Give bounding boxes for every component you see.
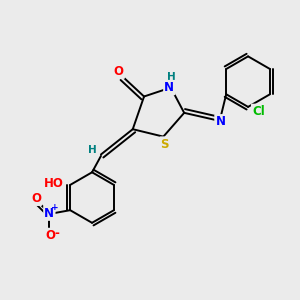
Text: N: N xyxy=(215,115,225,128)
Text: H: H xyxy=(167,72,176,82)
Text: +: + xyxy=(51,203,59,212)
Text: O: O xyxy=(114,65,124,78)
Text: H: H xyxy=(88,145,96,155)
Text: N: N xyxy=(164,81,174,94)
Text: -: - xyxy=(54,227,59,241)
Text: HO: HO xyxy=(44,177,64,190)
Text: O: O xyxy=(31,192,41,205)
Text: O: O xyxy=(46,229,56,242)
Text: S: S xyxy=(160,138,169,151)
Text: N: N xyxy=(44,207,54,220)
Text: Cl: Cl xyxy=(252,105,265,118)
